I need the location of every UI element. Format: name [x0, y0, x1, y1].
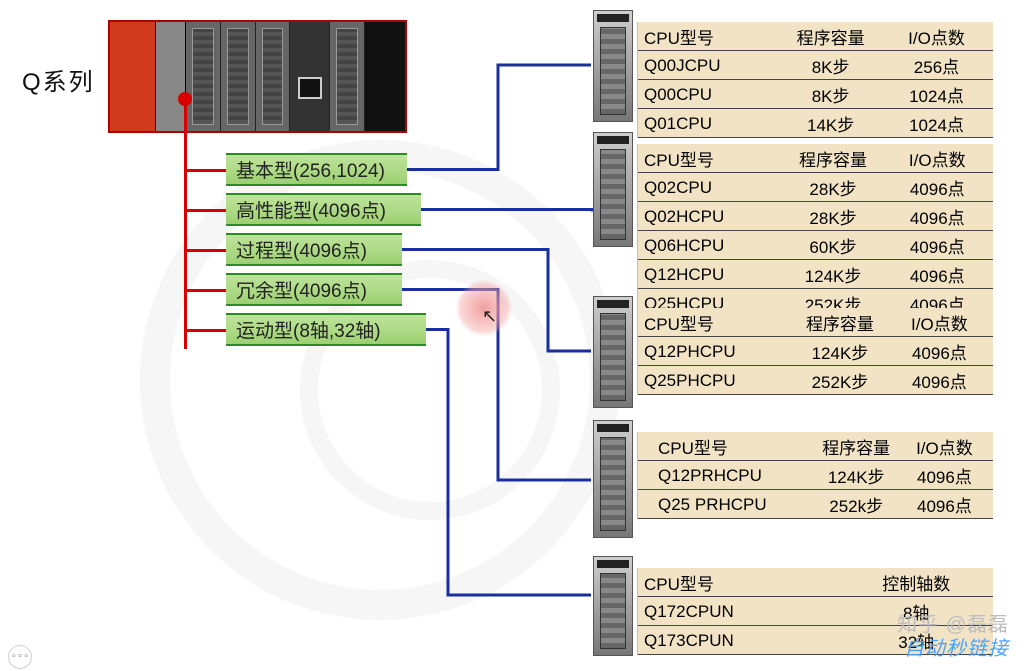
cpu-module-icon-4	[593, 556, 633, 656]
red-branch-2	[184, 249, 226, 252]
spec-table-2: CPU型号程序容量I/O点数Q12PHCPU124K步4096点Q25PHCPU…	[637, 308, 993, 395]
table-row: Q12PHCPU124K步4096点	[638, 337, 993, 366]
col-header: 程序容量	[759, 22, 888, 51]
col-header: CPU型号	[638, 308, 772, 337]
col-header: 程序容量	[795, 432, 904, 461]
table-row: Q12HCPU124K步4096点	[638, 260, 993, 289]
cell: 124K步	[795, 461, 904, 490]
cell: 4096点	[889, 173, 993, 202]
category-2: 过程型(4096点)	[226, 233, 402, 266]
cell: Q12PHCPU	[638, 337, 772, 366]
cell: 1024点	[888, 80, 993, 109]
red-trunk-line	[184, 100, 187, 349]
cpu-module-icon-0	[593, 10, 633, 122]
cell: Q12PRHCPU	[638, 461, 795, 490]
cell: 256点	[888, 51, 993, 80]
cell: 4096点	[889, 202, 993, 231]
spec-table-1: CPU型号程序容量I/O点数Q02CPU28K步4096点Q02HCPU28K步…	[637, 144, 993, 318]
cell: Q00JCPU	[638, 51, 759, 80]
cell: Q172CPUN	[638, 597, 805, 626]
cell: 4096点	[904, 461, 993, 490]
cell: Q02CPU	[638, 173, 763, 202]
spec-table-0: CPU型号程序容量I/O点数Q00JCPU8K步256点Q00CPU8K步102…	[637, 22, 993, 138]
red-branch-3	[184, 289, 226, 292]
cell: 14K步	[759, 109, 888, 138]
cell: Q01CPU	[638, 109, 759, 138]
cell: 60K步	[763, 231, 890, 260]
col-header: 程序容量	[772, 308, 894, 337]
cpu-module-icon-1	[593, 132, 633, 247]
cell: 4096点	[889, 231, 993, 260]
col-header: 程序容量	[763, 144, 890, 173]
cell: 28K步	[763, 202, 890, 231]
table-row: Q00JCPU8K步256点	[638, 51, 993, 80]
category-0: 基本型(256,1024)	[226, 153, 407, 186]
table-row: Q02HCPU28K步4096点	[638, 202, 993, 231]
col-header: CPU型号	[638, 432, 795, 461]
category-4: 运动型(8轴,32轴)	[226, 313, 426, 346]
series-title: Q系列	[22, 62, 95, 97]
red-branch-0	[184, 169, 226, 172]
cell: 124K步	[772, 337, 894, 366]
cursor-arrow-icon: ↖	[482, 306, 497, 327]
cell: Q25PHCPU	[638, 366, 772, 395]
col-header: I/O点数	[889, 144, 993, 173]
col-header: I/O点数	[904, 432, 993, 461]
red-branch-4	[184, 329, 226, 332]
col-header: CPU型号	[638, 22, 759, 51]
col-header: 控制轴数	[805, 568, 993, 597]
col-header: CPU型号	[638, 144, 763, 173]
ellipsis-badge: ∘∘∘	[8, 645, 32, 669]
cell: Q25 PRHCPU	[638, 490, 795, 519]
cell: 252K步	[772, 366, 894, 395]
cell: 4096点	[894, 366, 993, 395]
table-row: Q25 PRHCPU252k步4096点	[638, 490, 993, 519]
col-header: I/O点数	[888, 22, 993, 51]
table-row: Q00CPU8K步1024点	[638, 80, 993, 109]
table-row: Q12PRHCPU124K步4096点	[638, 461, 993, 490]
table-row: Q06HCPU60K步4096点	[638, 231, 993, 260]
red-branch-1	[184, 209, 226, 212]
cpu-module-icon-3	[593, 420, 633, 538]
col-header: CPU型号	[638, 568, 805, 597]
category-1: 高性能型(4096点)	[226, 193, 421, 226]
col-header: I/O点数	[894, 308, 993, 337]
watermark-line2: 自动秒链接	[904, 632, 1009, 661]
cell: 124K步	[763, 260, 890, 289]
cell: 1024点	[888, 109, 993, 138]
plc-rack-image	[108, 20, 407, 133]
cell: Q02HCPU	[638, 202, 763, 231]
spec-table-3: CPU型号程序容量I/O点数Q12PRHCPU124K步4096点Q25 PRH…	[637, 432, 993, 519]
cell: Q00CPU	[638, 80, 759, 109]
cell: 252k步	[795, 490, 904, 519]
cell: Q06HCPU	[638, 231, 763, 260]
cell: 8K步	[759, 80, 888, 109]
table-row: Q25PHCPU252K步4096点	[638, 366, 993, 395]
table-row: Q02CPU28K步4096点	[638, 173, 993, 202]
cell: 8K步	[759, 51, 888, 80]
table-row: Q01CPU14K步1024点	[638, 109, 993, 138]
cell: 28K步	[763, 173, 890, 202]
cell: 4096点	[889, 260, 993, 289]
cell: 4096点	[904, 490, 993, 519]
cell: Q173CPUN	[638, 626, 805, 655]
cpu-module-icon-2	[593, 296, 633, 408]
category-3: 冗余型(4096点)	[226, 273, 402, 306]
cell: Q12HCPU	[638, 260, 763, 289]
cell: 4096点	[894, 337, 993, 366]
